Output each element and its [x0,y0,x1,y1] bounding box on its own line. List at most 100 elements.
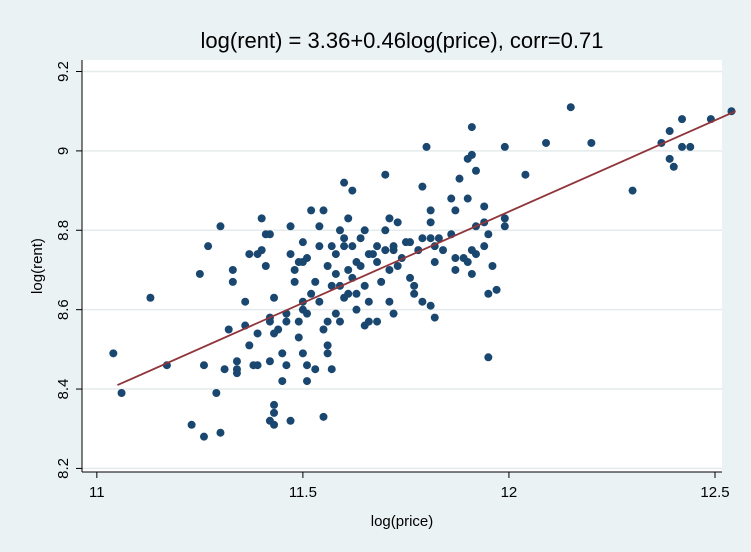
point [319,412,328,421]
point [257,214,266,223]
point [282,317,291,326]
x-tick-label: 11 [89,484,105,501]
point [319,325,328,334]
point [109,349,118,358]
point [373,258,382,267]
point [216,428,225,437]
point [686,142,695,151]
point [406,273,415,282]
point [364,297,373,306]
point [356,262,365,270]
x-tick-label: 12.5 [700,484,729,501]
point [451,265,460,274]
point [451,254,460,263]
point [426,234,435,243]
point [340,178,349,187]
point [410,281,419,290]
point [373,317,382,326]
point [500,142,509,151]
point [331,269,340,278]
point [389,246,398,255]
point [323,317,332,326]
x-tick-label: 12 [501,484,518,501]
point [307,206,316,215]
point [393,262,402,270]
point [480,242,489,251]
y-tick-label: 8.4 [55,379,72,400]
point [278,377,287,386]
point [146,293,155,302]
point [323,349,332,358]
point [241,297,250,306]
point [480,202,489,211]
point [426,301,435,310]
point [195,269,204,278]
point [220,365,229,374]
point [500,222,509,231]
point [290,265,299,274]
point [278,349,287,358]
point [265,317,274,326]
point [290,277,299,286]
plot-area [82,60,722,472]
point [426,206,435,215]
point [327,242,336,251]
point [360,281,369,290]
point [426,218,435,227]
point [418,297,427,306]
point [500,214,509,223]
point [455,174,464,183]
point [665,127,674,136]
point [294,317,303,326]
x-axis-label: log(price) [371,513,434,530]
point [265,357,274,366]
point [311,277,320,286]
point [344,289,353,298]
point [352,289,361,298]
point [253,329,262,338]
point [368,250,377,259]
point [270,400,279,409]
point [381,246,390,255]
point [488,262,497,270]
point [319,206,328,215]
point [352,305,361,314]
point [385,265,394,274]
point [377,277,386,286]
point [542,138,551,147]
point [303,254,312,263]
point [364,317,373,326]
point [274,325,283,334]
point [117,389,126,398]
point [327,365,336,374]
point [270,293,279,302]
point [340,242,349,251]
point [294,333,303,342]
point [344,265,353,274]
point [298,238,307,247]
point [245,250,254,259]
point [422,142,431,151]
point [665,154,674,163]
point [307,289,316,298]
point [187,420,196,429]
point [282,361,291,370]
point [335,226,344,235]
x-tick-label: 11.5 [289,484,317,501]
point [381,170,390,179]
point [232,357,241,366]
point [327,281,336,290]
point [463,258,472,267]
point [385,214,394,223]
point [389,309,398,318]
point [418,182,427,191]
point [430,258,439,267]
point [678,142,687,151]
point [331,250,340,259]
point [471,166,480,175]
point [484,353,493,362]
point [360,226,369,235]
point [315,222,324,231]
point [303,309,312,318]
